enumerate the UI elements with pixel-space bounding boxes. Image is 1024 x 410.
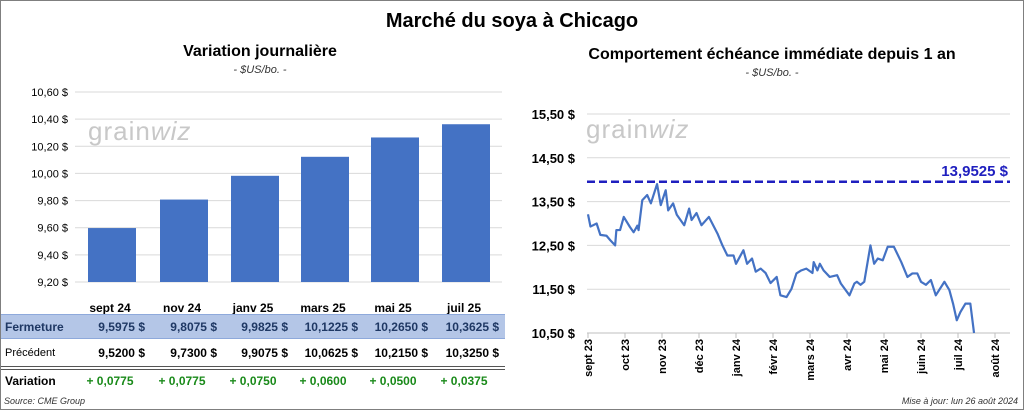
y-tick-label: 9,40 $ <box>37 250 68 262</box>
bar-juil-25 <box>442 124 490 282</box>
table-header-row: sept 24 nov 24 janv 25 mars 25 mai 25 juil 25 <box>1 296 505 321</box>
table-cell: 9,5200 $ <box>98 346 145 360</box>
bar-chart-subtitle: - $US/bo. - <box>233 64 287 76</box>
x-tick-label: déc 23 <box>694 339 706 373</box>
table-double-divider <box>1 366 505 370</box>
x-tick-label: janv 24 <box>731 338 743 377</box>
y-tick-label: 14,50 $ <box>532 151 576 166</box>
y-tick-label: 11,50 $ <box>532 282 575 297</box>
table-cell: 10,1225 $ <box>304 320 358 334</box>
y-tick-label: 13,50 $ <box>532 195 576 210</box>
table-row-precedent: Précédent 9,5200 $ 9,7300 $ 9,9075 $ 10,0625… <box>1 341 505 366</box>
y-tick-label: 9,60 $ <box>37 223 68 235</box>
table-cell: + 0,0775 <box>158 374 206 388</box>
x-tick-label: sept 23 <box>583 339 595 377</box>
y-tick-label: 10,40 $ <box>31 114 68 126</box>
table-cell: 9,9825 $ <box>241 320 288 334</box>
column-header: mars 25 <box>300 301 346 315</box>
table-cell: + 0,0500 <box>369 374 417 388</box>
row-label: Précédent <box>5 347 56 359</box>
bar-mai-25 <box>371 137 419 282</box>
line-chart: 10,50 $ 11,50 $ 12,50 $ 13,50 $ 14,50 $ 15,50… <box>532 107 1010 381</box>
bar-janv-25 <box>231 175 279 282</box>
main-title: Marché du soya à Chicago <box>385 10 639 32</box>
grainwiz-watermark-right: grainwiz <box>586 114 690 144</box>
x-tick-label: juin 24 <box>916 338 928 375</box>
source-note: Source: CME Group <box>4 396 86 406</box>
y-tick-label: 9,20 $ <box>37 277 68 289</box>
x-tick-label: nov 23 <box>657 339 669 374</box>
bar-sept-24 <box>88 228 136 282</box>
table-cell: 10,3250 $ <box>445 346 499 360</box>
price-line <box>586 182 976 334</box>
x-tick-label: juil 24 <box>953 338 965 371</box>
y-tick-label: 10,00 $ <box>31 168 68 180</box>
x-tick-label: avr 24 <box>842 338 854 371</box>
x-tick-label: oct 23 <box>620 339 632 371</box>
update-note: Mise à jour: lun 26 août 2024 <box>901 396 1018 406</box>
y-tick-label: 15,50 $ <box>532 107 576 122</box>
table-cell: + 0,0775 <box>86 374 134 388</box>
column-header: sept 24 <box>89 301 131 315</box>
table-cell: 9,7300 $ <box>170 346 217 360</box>
line-chart-subtitle: - $US/bo. - <box>745 67 799 79</box>
x-tick-label: févr 24 <box>768 338 780 374</box>
y-tick-label: 12,50 $ <box>532 238 576 253</box>
y-tick-label: 10,20 $ <box>31 141 68 153</box>
bar-chart: 9,20 $ 9,40 $ 9,60 $ 9,80 $ 10,00 $ 10,20 $ 10… <box>31 87 502 289</box>
column-header: janv 25 <box>232 301 274 315</box>
bar-nov-24 <box>160 199 208 282</box>
table-row-variation: Variation + 0,0775 + 0,0775 + 0,0750 + 0,060… <box>1 369 505 394</box>
bar-chart-title: Variation journalière <box>183 43 337 60</box>
column-header: nov 24 <box>162 301 201 315</box>
x-tick-label: août 24 <box>990 338 1002 377</box>
table-cell: 10,3625 $ <box>445 320 499 334</box>
table-cell: 10,0625 $ <box>304 346 358 360</box>
table-cell: 10,2150 $ <box>374 346 428 360</box>
table-cell: + 0,0750 <box>229 374 277 388</box>
row-label: Fermeture <box>5 320 64 334</box>
table-cell: 9,8075 $ <box>170 320 217 334</box>
y-tick-label: 10,60 $ <box>31 87 68 99</box>
column-header: mai 25 <box>374 301 412 315</box>
table-cell: 10,2650 $ <box>374 320 428 334</box>
bar-mars-25 <box>301 156 349 282</box>
table-row-fermeture: Fermeture 9,5975 $ 9,8075 $ 9,9825 $ 10,1225… <box>1 314 505 339</box>
row-label: Variation <box>5 374 56 388</box>
column-header: juil 25 <box>446 301 481 315</box>
table-cell: + 0,0600 <box>299 374 347 388</box>
y-tick-label: 10,50 $ <box>532 326 576 341</box>
table-cell: + 0,0375 <box>440 374 488 388</box>
reference-label: 13,9525 $ <box>941 163 1008 180</box>
grainwiz-watermark-left: grainwiz <box>88 116 192 146</box>
table-cell: 9,9075 $ <box>241 346 288 360</box>
x-tick-label: mai 24 <box>879 338 891 373</box>
table-cell: 9,5975 $ <box>98 320 145 334</box>
y-tick-label: 9,80 $ <box>37 196 68 208</box>
line-chart-title: Comportement échéance immédiate depuis 1… <box>588 46 956 63</box>
x-tick-label: mars 24 <box>805 338 817 380</box>
